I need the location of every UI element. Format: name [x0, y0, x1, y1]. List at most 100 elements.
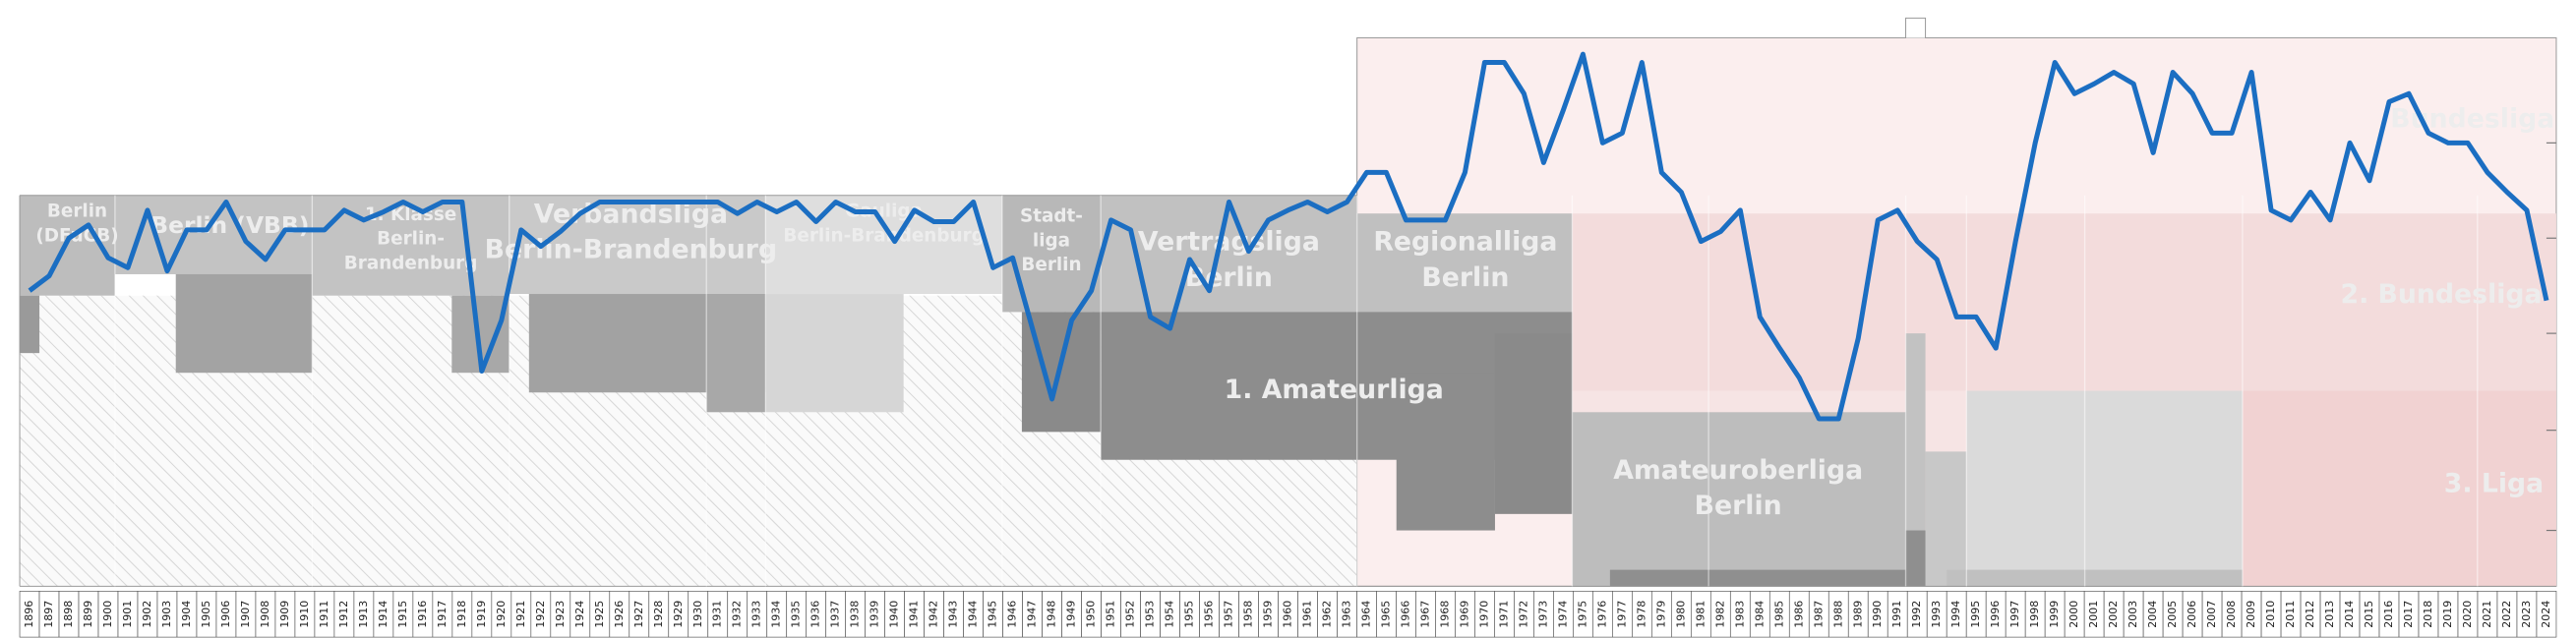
x-tick-label: 2004: [2146, 601, 2159, 628]
league-label: Regionalliga: [1373, 227, 1557, 258]
x-tick-label: 2008: [2225, 601, 2238, 628]
x-tick-label: 1955: [1183, 601, 1196, 628]
league-label: Brandenburg: [344, 253, 478, 273]
x-tick-label: 1971: [1497, 601, 1510, 628]
x-tick-label: 2013: [2323, 601, 2336, 628]
x-tick-label: 1929: [672, 601, 685, 628]
x-tick-label: 1994: [1949, 601, 1962, 628]
x-tick-label: 1953: [1144, 601, 1157, 628]
x-tick-label: 2006: [2186, 601, 2198, 628]
league-label: Vertragsliga: [1138, 227, 1320, 258]
year-cell: [2536, 591, 2557, 638]
x-tick-label: 1902: [141, 601, 153, 628]
x-tick-label: 1907: [239, 601, 252, 628]
x-tick-label: 1947: [1026, 601, 1039, 628]
region: [1396, 373, 1495, 531]
x-tick-label: 1986: [1792, 601, 1805, 628]
x-tick-label: 1984: [1753, 601, 1766, 628]
league-label: Berlin: [47, 202, 107, 222]
x-tick-label: 1939: [869, 601, 881, 628]
x-tick-label: 1980: [1674, 601, 1687, 628]
region: [1494, 333, 1573, 514]
x-tick-label: 1908: [259, 601, 271, 628]
x-tick-label: 2023: [2520, 601, 2533, 628]
x-tick-label: 1906: [219, 601, 232, 628]
x-tick-label: 1949: [1065, 601, 1078, 628]
x-tick-label: 2003: [2127, 601, 2139, 628]
x-tick-label: 1921: [514, 601, 527, 628]
x-tick-label: 1960: [1282, 601, 1294, 628]
x-tick-label: 1987: [1812, 601, 1825, 628]
x-tick-label: 1900: [101, 601, 114, 628]
region: [1572, 412, 1906, 587]
x-tick-label: 1973: [1536, 601, 1549, 628]
league-label: liga: [1033, 230, 1070, 251]
x-tick-label: 2019: [2441, 601, 2454, 628]
x-tick-label: 2022: [2500, 601, 2513, 628]
region: [20, 295, 40, 354]
x-tick-label: 1931: [711, 601, 724, 628]
x-tick-label: 1905: [200, 601, 212, 628]
region: [706, 294, 766, 413]
x-tick-label: 1932: [731, 601, 744, 628]
x-tick-label: 1942: [928, 601, 940, 628]
x-tick-label: 1966: [1399, 601, 1411, 628]
x-tick-label: 1918: [455, 601, 468, 628]
x-tick-label: 1909: [278, 601, 291, 628]
bl2-region: [1572, 213, 2556, 391]
league-label: 3. Liga: [2444, 468, 2544, 498]
x-tick-label: 1963: [1340, 601, 1352, 628]
region: [1101, 195, 1357, 332]
x-tick-label: 1951: [1105, 601, 1117, 628]
x-tick-label: 1927: [632, 601, 645, 628]
x-tick-label: 2021: [2481, 601, 2493, 628]
x-tick-label: 1946: [1006, 601, 1019, 628]
x-tick-label: 1911: [318, 601, 330, 628]
x-tick-label: 1967: [1418, 601, 1431, 628]
x-tick-label: 1954: [1164, 601, 1176, 628]
league-label: (DFuCB): [35, 225, 118, 246]
x-tick-label: 1914: [377, 601, 389, 628]
x-tick-label: 2007: [2205, 601, 2218, 628]
x-tick-label: 1935: [790, 601, 803, 628]
league-label: Stadt-: [1020, 206, 1083, 227]
x-tick-label: 1913: [357, 601, 370, 628]
x-tick-label: 1959: [1262, 601, 1275, 628]
position-line: [28, 51, 2549, 422]
x-tick-label: 1979: [1654, 601, 1667, 628]
x-tick-label: 1996: [1989, 601, 2002, 628]
region: [1966, 390, 2243, 587]
x-tick-label: 2011: [2284, 601, 2297, 628]
x-tick-label: 2010: [2264, 601, 2277, 628]
x-tick-label: 1969: [1458, 601, 1470, 628]
x-tick-label: 1978: [1635, 601, 1647, 628]
region: [509, 195, 766, 295]
x-tick-label: 1941: [908, 601, 921, 628]
x-tick-label: 1968: [1438, 601, 1451, 628]
x-tick-label: 1948: [1046, 601, 1058, 628]
x-tick-label: 1945: [987, 601, 999, 628]
x-tick-label: 1952: [1124, 601, 1137, 628]
x-tick-label: 1923: [554, 601, 567, 628]
x-tick-label: 1982: [1713, 601, 1726, 628]
x-tick-label: 1958: [1242, 601, 1255, 628]
league-label: Berlin: [1421, 262, 1509, 293]
notch: [1905, 17, 1927, 38]
x-tick-label: 1995: [1969, 601, 1982, 628]
league-label: 2. Bundesliga: [2340, 279, 2542, 310]
x-tick-label: 1977: [1615, 601, 1628, 628]
x-tick-label: 1912: [337, 601, 350, 628]
x-tick-label: 1919: [475, 601, 488, 628]
x-tick-label: 1950: [1085, 601, 1098, 628]
region: [1001, 195, 1102, 313]
x-tick-label: 1916: [416, 601, 429, 628]
x-tick-label: 1989: [1851, 601, 1864, 628]
x-tick-label: 1917: [436, 601, 449, 628]
league-label: Amateuroberliga: [1613, 455, 1863, 486]
x-tick-label: 1988: [1831, 601, 1844, 628]
x-tick-label: 1901: [121, 601, 134, 628]
x-tick-label: 1975: [1576, 601, 1588, 628]
x-tick-label: 2020: [2461, 601, 2474, 628]
region: [1925, 451, 1967, 587]
